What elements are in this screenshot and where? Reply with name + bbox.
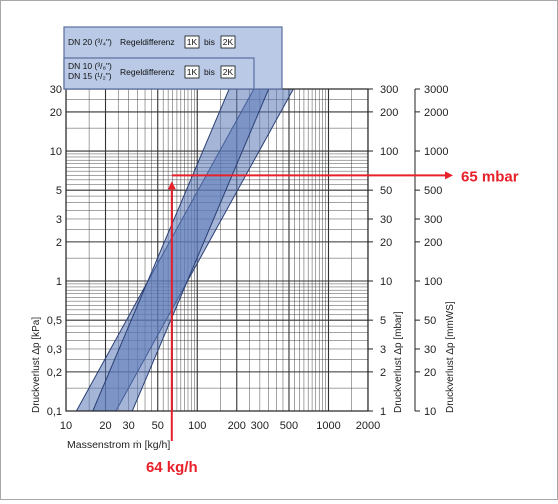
y-mbar-axis-label: Druckverlust Δp [mbar] — [393, 311, 404, 413]
y-mmws-tick-label: 1000 — [424, 146, 448, 158]
x-tick-label: 2000 — [356, 420, 380, 432]
x-tick-label: 500 — [280, 420, 298, 432]
y-mbar-tick-label: 300 — [380, 84, 398, 96]
y-mbar-tick-label: 20 — [380, 237, 392, 249]
y-mbar-tick-label: 100 — [380, 146, 398, 158]
y-kpa-tick-label: 5 — [56, 185, 62, 197]
y-mbar-tick-label: 30 — [380, 214, 392, 226]
legend-to-box — [220, 35, 236, 49]
legend-from-box — [184, 65, 200, 79]
legend-from-value: 1K — [187, 67, 198, 77]
y-kpa-tick-label: 30 — [50, 84, 62, 96]
legend: DN 20 (³/₄") Regeldifferenz 1K bis 2K DN 10 (… — [63, 26, 283, 90]
y-mbar-tick-label: 50 — [380, 185, 392, 197]
legend-bis: bis — [204, 37, 215, 47]
legend-to-box — [220, 65, 236, 79]
y-mmws-axis-label: Druckverlust Δp [mmWS] — [445, 301, 456, 413]
y-kpa-tick-label: 1 — [56, 276, 62, 288]
y-mmws-tick-label: 3000 — [424, 84, 448, 96]
legend-caption: Regeldifferenz — [120, 67, 175, 77]
reading-pressure-label: 65 mbar — [461, 168, 519, 185]
y-kpa-tick-label: 20 — [50, 107, 62, 119]
y-mmws-tick-label: 50 — [424, 315, 436, 327]
legend-dn-label: DN 20 (³/₄") — [68, 37, 112, 47]
x-tick-label: 200 — [228, 420, 246, 432]
x-tick-label: 10 — [60, 420, 72, 432]
y-kpa-tick-label: 2 — [56, 237, 62, 249]
reading-flow-label: 64 kg/h — [146, 459, 198, 476]
y-mmws-tick-label: 100 — [424, 276, 442, 288]
y-kpa-tick-label: 3 — [56, 214, 62, 226]
y-kpa-tick-label: 0,5 — [47, 315, 62, 327]
y-mbar-tick-label: 5 — [380, 315, 386, 327]
y-mbar-tick-label: 1 — [380, 406, 386, 418]
flow-band-2 — [92, 89, 270, 411]
y-mmws-tick-label: 2000 — [424, 107, 448, 119]
legend-bis: bis — [204, 67, 215, 77]
y-mmws-tick-label: 10 — [424, 406, 436, 418]
y-kpa-tick-label: 0,3 — [47, 344, 62, 356]
y-mmws-tick-label: 200 — [424, 237, 442, 249]
y-kpa-tick-label: 10 — [50, 146, 62, 158]
y-kpa-tick-label: 0,1 — [47, 406, 62, 418]
legend-to-value: 2K — [223, 67, 234, 77]
x-tick-label: 1000 — [316, 420, 340, 432]
y-mbar-tick-label: 200 — [380, 107, 398, 119]
y-mmws-tick-label: 20 — [424, 367, 436, 379]
y-kpa-axis-label: Druckverlust Δp [kPa] — [31, 317, 42, 413]
x-tick-label: 20 — [99, 420, 111, 432]
y-mmws-tick-label: 300 — [424, 214, 442, 226]
legend-dn-label: DN 15 (¹/₂") — [68, 71, 112, 81]
flow-bands — [75, 89, 294, 411]
x-tick-label: 300 — [251, 420, 269, 432]
legend-from-value: 1K — [187, 37, 198, 47]
legend-from-box — [184, 35, 200, 49]
axes: 10 20 30 50 100 200 300 500 1000 2000 Massenstrom … — [31, 84, 456, 451]
x-tick-label: 100 — [188, 420, 206, 432]
legend-caption: Regeldifferenz — [120, 37, 175, 47]
reading-annotation: 65 mbar 64 kg/h — [146, 168, 519, 476]
y-mbar-tick-label: 10 — [380, 276, 392, 288]
legend-dn-label: DN 10 (³/₈") — [68, 61, 112, 71]
y-mmws-tick-label: 500 — [424, 185, 442, 197]
y-mmws-tick-label: 30 — [424, 344, 436, 356]
y-kpa-tick-label: 0,2 — [47, 367, 62, 379]
legend-to-value: 2K — [223, 37, 234, 47]
x-tick-label: 50 — [152, 420, 164, 432]
x-tick-label: 30 — [122, 420, 134, 432]
x-axis-label: Massenstrom ṁ [kg/h] — [67, 439, 170, 451]
y-mbar-tick-label: 3 — [380, 344, 386, 356]
y-mbar-tick-label: 2 — [380, 367, 386, 379]
